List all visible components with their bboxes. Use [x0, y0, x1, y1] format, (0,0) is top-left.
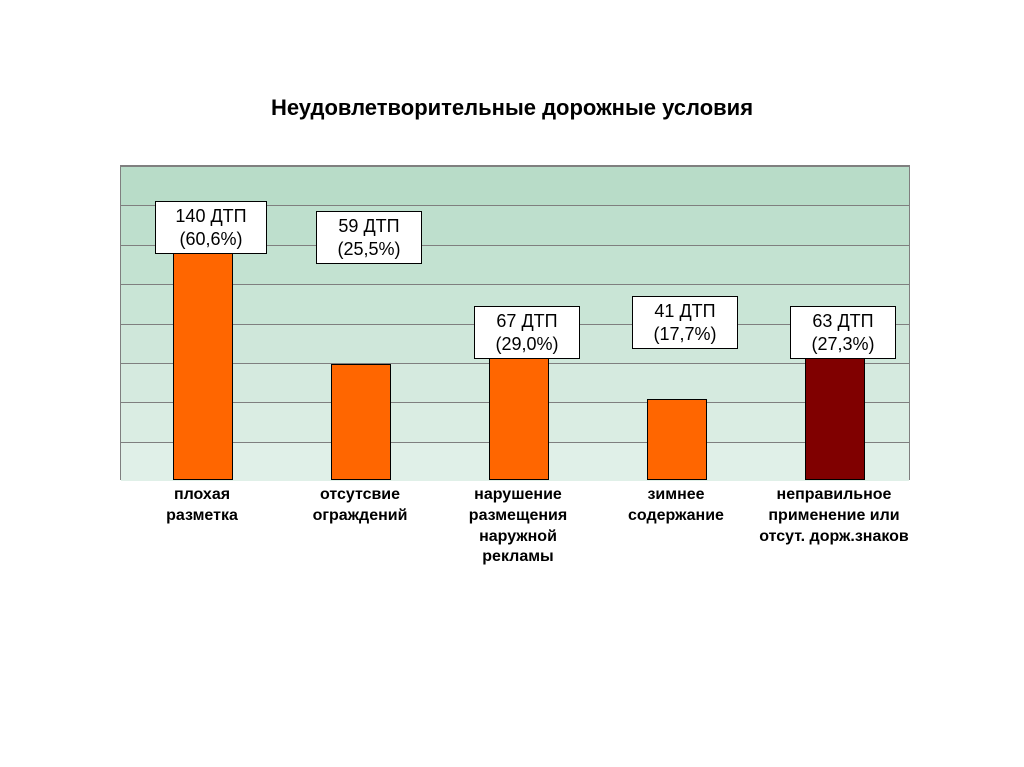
chart-data-label: 63 ДТП(27,3%) [790, 306, 896, 359]
data-label-line1: 140 ДТП [163, 205, 259, 228]
chart-title: Неудовлетворительные дорожные условия [0, 95, 1024, 121]
chart-x-label: зимнее содержание [601, 485, 751, 527]
data-label-line2: (29,0%) [482, 333, 572, 356]
chart-x-label: нарушение размещения наружной рекламы [443, 485, 593, 568]
data-label-line1: 63 ДТП [798, 310, 888, 333]
data-label-line2: (27,3%) [798, 333, 888, 356]
data-label-line1: 67 ДТП [482, 310, 572, 333]
data-label-line2: (60,6%) [163, 228, 259, 251]
chart-plot-area: 140 ДТП(60,6%) 59 ДТП(25,5%) 67 ДТП(29,0%)… [120, 165, 910, 480]
chart-data-label: 67 ДТП(29,0%) [474, 306, 580, 359]
chart-data-label: 140 ДТП(60,6%) [155, 201, 267, 254]
chart-x-label: неправильное применение или отсут. дорж.… [754, 485, 914, 547]
data-label-line2: (17,7%) [640, 323, 730, 346]
chart-x-label: отсутсвие ограждений [290, 485, 430, 527]
data-label-line2: (25,5%) [324, 238, 414, 261]
chart-x-label: плохая разметка [137, 485, 267, 527]
chart-data-label: 59 ДТП(25,5%) [316, 211, 422, 264]
data-label-line1: 41 ДТП [640, 300, 730, 323]
chart-data-labels: 140 ДТП(60,6%) 59 ДТП(25,5%) 67 ДТП(29,0%)… [121, 166, 909, 480]
data-label-line1: 59 ДТП [324, 215, 414, 238]
chart-data-label: 41 ДТП(17,7%) [632, 296, 738, 349]
